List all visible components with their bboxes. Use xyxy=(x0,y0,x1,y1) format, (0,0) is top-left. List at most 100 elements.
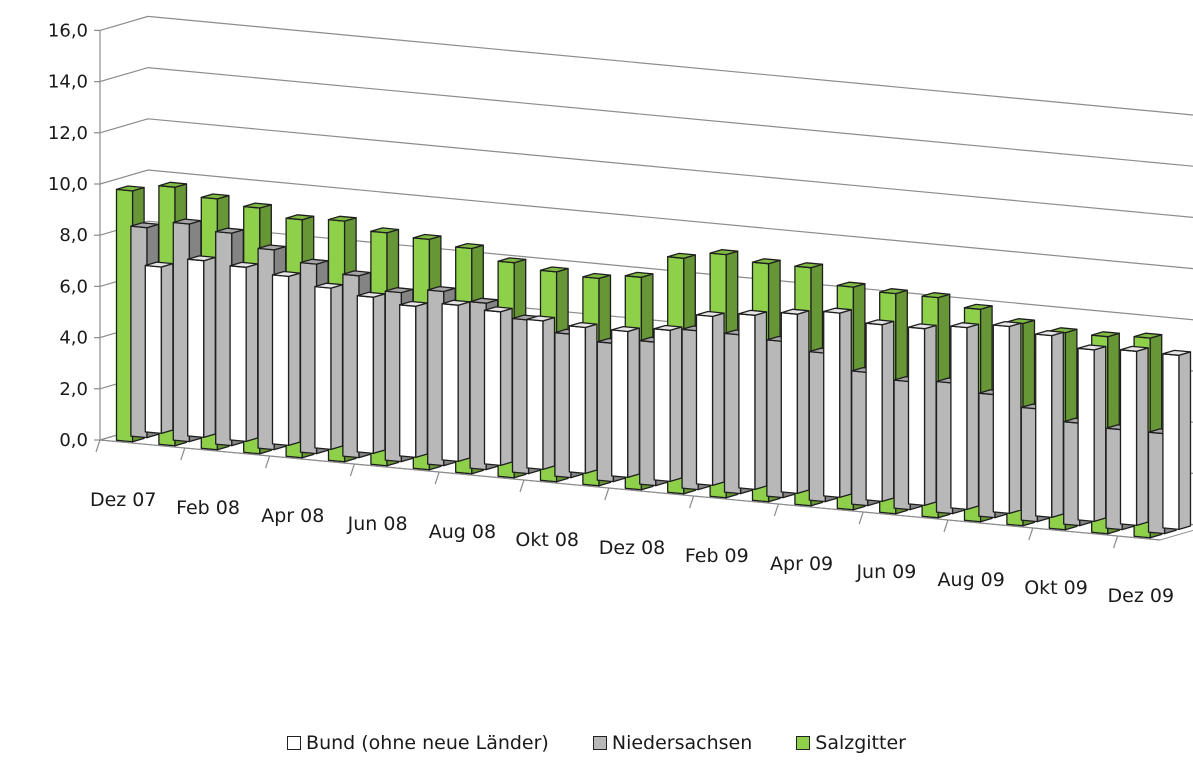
bar-top-face xyxy=(399,300,428,307)
y-tick-label: 6,0 xyxy=(59,276,88,297)
bar-side-face xyxy=(330,284,344,451)
x-tick-label: Feb 09 xyxy=(685,545,749,567)
bar-top-face xyxy=(271,270,301,278)
bar-bund-ohne-neue-l-nder xyxy=(992,320,1022,515)
bar-front-face xyxy=(1119,349,1138,527)
bar-bund-ohne-neue-l-nder xyxy=(653,324,683,483)
bar-side-face xyxy=(966,323,980,511)
bar-side-face xyxy=(372,293,386,455)
bar-top-face xyxy=(215,227,244,234)
x-tick-label: Dez 09 xyxy=(1108,585,1175,607)
bar-front-face xyxy=(568,325,587,475)
bar-front-face xyxy=(893,379,911,511)
bar-top-face xyxy=(794,262,824,269)
bar-side-face xyxy=(542,316,556,471)
bar-side-face xyxy=(457,301,471,463)
bar-top-face xyxy=(1035,330,1064,337)
bar-top-face xyxy=(611,325,640,333)
bar-top-face xyxy=(1077,344,1107,351)
bar-front-face xyxy=(144,264,163,435)
bar-front-face xyxy=(611,329,629,479)
bar-side-face xyxy=(881,320,895,503)
bar-front-face xyxy=(427,289,445,467)
bar-bund-ohne-neue-l-nder xyxy=(1119,345,1149,527)
bar-front-face xyxy=(1147,431,1166,535)
bar-top-face xyxy=(229,261,259,268)
chart-legend: Bund (ohne neue Länder) Niedersachsen Sa… xyxy=(0,732,1193,754)
bar-side-face xyxy=(1008,322,1022,515)
bar-top-face xyxy=(257,244,287,251)
bar-top-face xyxy=(342,270,372,277)
bar-top-face xyxy=(299,258,329,265)
bar-top-face xyxy=(836,281,866,288)
x-tick-mark xyxy=(604,487,610,501)
legend-item-bund: Bund (ohne neue Länder) xyxy=(287,732,549,754)
legend-item-niedersachsen: Niedersachsen xyxy=(592,732,752,754)
x-tick-label: Apr 08 xyxy=(261,505,324,527)
bar-bund-ohne-neue-l-nder xyxy=(144,261,174,435)
bar-front-face xyxy=(723,332,742,495)
bar-bund-ohne-neue-l-nder xyxy=(611,325,640,479)
bar-side-face xyxy=(711,312,725,487)
bar-side-face xyxy=(203,256,216,439)
bar-front-face xyxy=(695,314,714,487)
bar-front-face xyxy=(441,303,459,463)
bar-top-face xyxy=(144,261,174,268)
bar-side-face xyxy=(1135,347,1149,527)
x-tick-mark xyxy=(519,479,525,493)
y-tick-label: 8,0 xyxy=(59,225,88,246)
bar-bund-ohne-neue-l-nder xyxy=(823,307,852,499)
bar-top-face xyxy=(907,323,937,330)
bar-bund-ohne-neue-l-nder xyxy=(1162,349,1192,531)
x-tick-mark xyxy=(943,519,949,533)
bar-side-face xyxy=(923,324,937,507)
y-tick-label: 2,0 xyxy=(59,379,88,400)
bar-side-face xyxy=(1051,331,1064,519)
legend-label-salzgitter: Salzgitter xyxy=(815,732,906,754)
bar-front-face xyxy=(596,341,615,483)
bar-front-face xyxy=(554,332,572,479)
bar-top-face xyxy=(568,321,598,329)
x-tick-label: Dez 08 xyxy=(599,537,666,559)
x-axis-line xyxy=(99,439,1161,541)
bar-top-face xyxy=(130,222,160,229)
bar-top-face xyxy=(1162,349,1192,356)
bar-front-face xyxy=(1063,421,1081,527)
bar-top-face xyxy=(695,310,725,318)
bar-side-face xyxy=(754,311,768,491)
bar-front-face xyxy=(639,340,657,487)
bar-front-face xyxy=(1035,333,1053,519)
bar-front-face xyxy=(384,290,403,463)
legend-swatch-niedersachsen xyxy=(592,736,607,750)
bar-side-face xyxy=(839,309,852,499)
legend-item-salzgitter: Salzgitter xyxy=(796,732,906,754)
bar-bund-ohne-neue-l-nder xyxy=(399,300,428,459)
bar-front-face xyxy=(653,328,671,483)
x-tick-label: Okt 08 xyxy=(515,529,579,551)
bar-bund-ohne-neue-l-nder xyxy=(526,315,556,471)
bar-front-face xyxy=(314,285,332,451)
y-tick-label: 4,0 xyxy=(59,328,88,349)
bar-top-face xyxy=(865,319,895,326)
bar-top-face xyxy=(709,249,739,256)
bar-front-face xyxy=(342,273,360,459)
bar-top-face xyxy=(384,287,414,294)
bar-front-face xyxy=(1077,347,1095,523)
x-tick-label: Okt 09 xyxy=(1024,577,1088,599)
gridline xyxy=(99,169,1193,270)
x-tick-mark xyxy=(349,463,355,477)
bar-front-face xyxy=(469,301,487,471)
x-tick-mark xyxy=(858,511,864,525)
x-tick-mark xyxy=(434,471,440,485)
bar-top-face xyxy=(469,297,499,304)
x-tick-mark xyxy=(773,503,779,517)
bar-bund-ohne-neue-l-nder xyxy=(865,319,895,503)
x-tick-label: Jun 09 xyxy=(855,561,916,583)
bar-top-face xyxy=(950,322,980,329)
bar-side-face xyxy=(287,272,301,447)
bar-side-face xyxy=(584,323,598,475)
bar-top-face xyxy=(879,288,908,295)
x-tick-mark xyxy=(180,447,186,461)
bar-front-face xyxy=(935,380,954,515)
legend-swatch-bund xyxy=(287,736,302,750)
